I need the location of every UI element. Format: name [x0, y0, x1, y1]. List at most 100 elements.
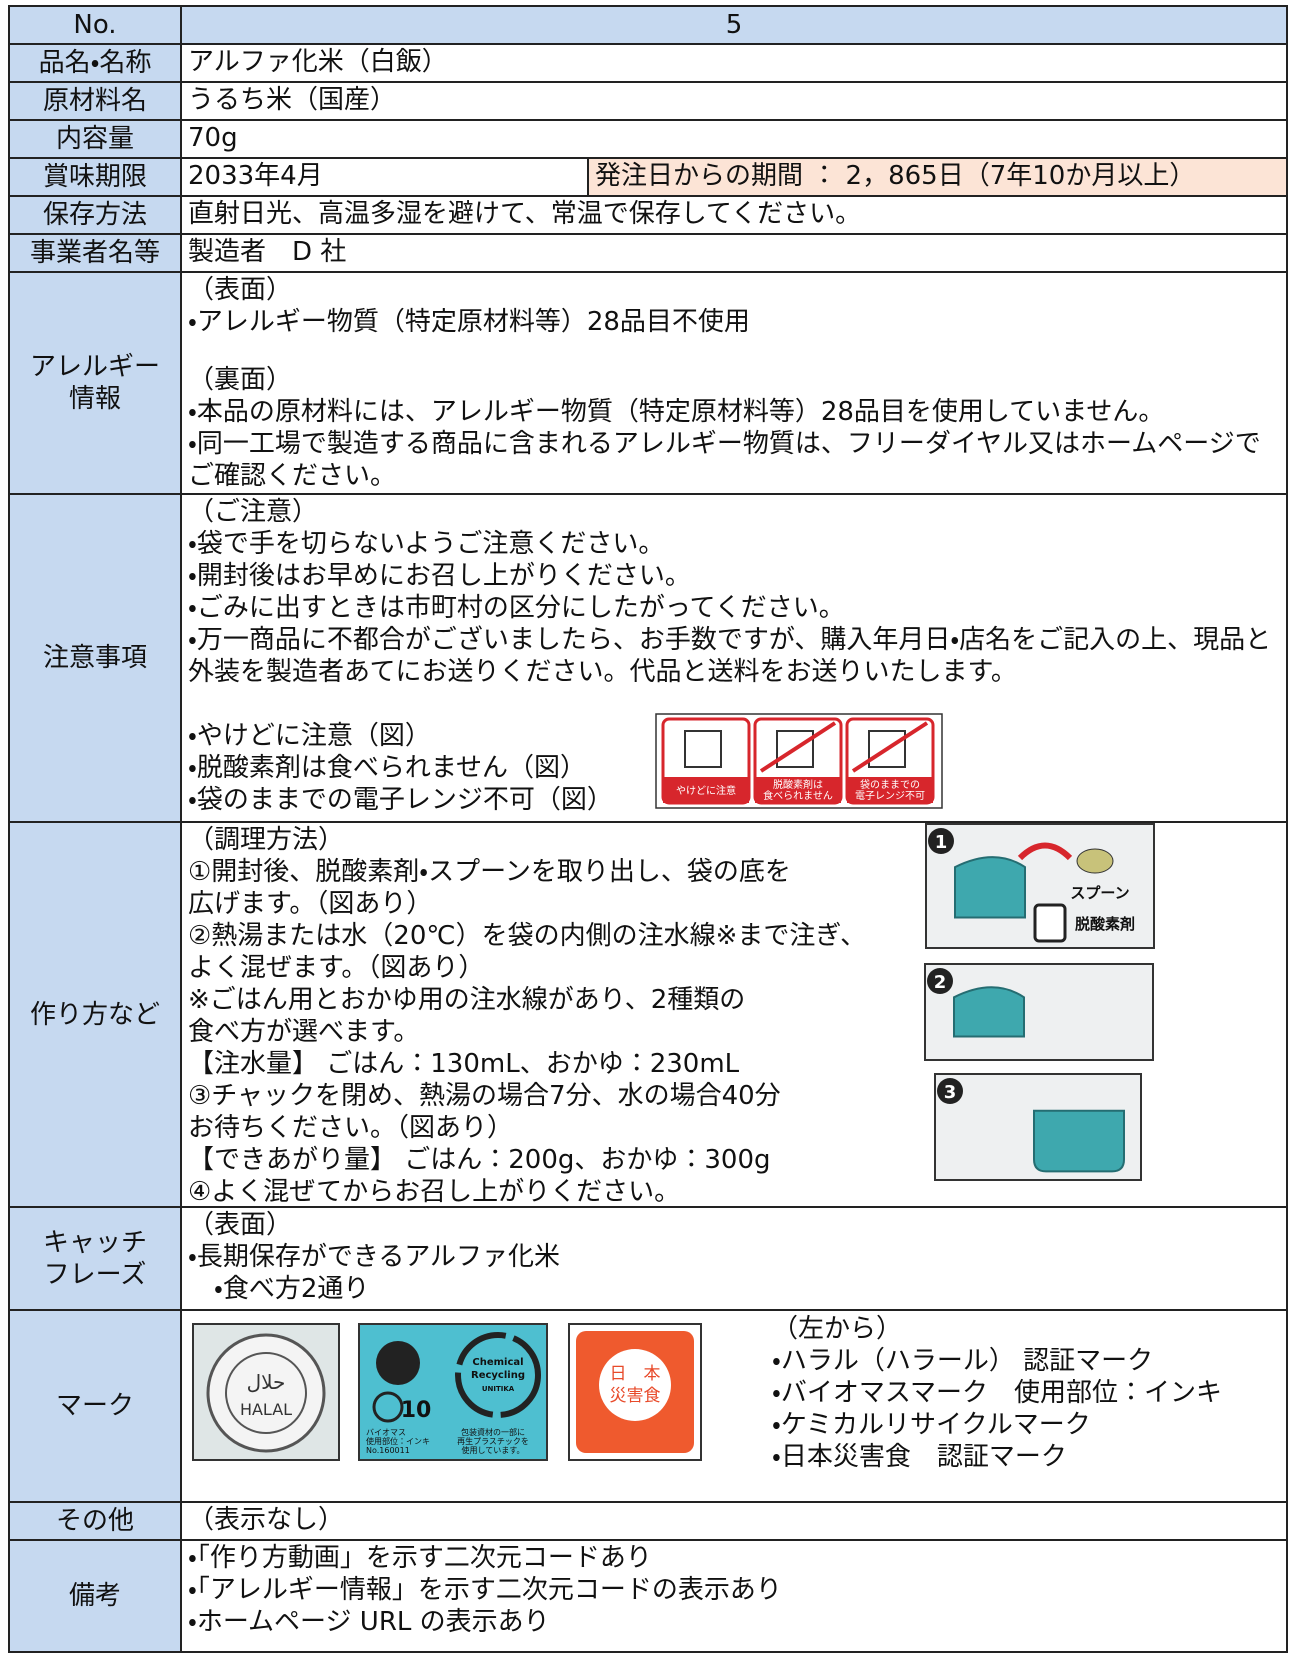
- biomass-number: 10: [401, 1398, 432, 1423]
- content-line: ・「作り方動画」を示す二次元コードあり: [188, 1543, 652, 1573]
- step-label: 脱酸素剤: [1075, 915, 1135, 933]
- table-row: 注意事項 （ご注意） ・袋で手を切らないようご注意ください。 ・開封後はお早めにお召し…: [8, 493, 1286, 821]
- row-label: その他: [55, 1506, 134, 1536]
- row-label: 事業者名等: [29, 238, 160, 268]
- content-line: ・万一商品に不都合がございましたら、お手数ですが、購入年月日・店名をご記入の上、…: [188, 625, 1272, 687]
- content-line: （ご注意）: [188, 497, 319, 527]
- halal-ring: [206, 1333, 326, 1453]
- pouch: [953, 986, 1025, 1038]
- row-label: キャッチ: [42, 1227, 147, 1258]
- step-badge: [928, 828, 954, 854]
- row-content-cell: ・「作り方動画」を示す二次元コードあり ・「アレルギー情報」を示す二次元コードの表…: [180, 1539, 1286, 1651]
- table-row: 品名・名称 アルファ化米（白飯）: [8, 43, 1286, 81]
- table-row: 作り方など （調理方法） ①開封後、脱酸素剤・スプーンを取り出し、袋の底を 広げます。…: [8, 821, 1286, 1207]
- table-row: 備考 ・「作り方動画」を示す二次元コードあり ・「アレルギー情報」を示す二次元コード…: [8, 1539, 1286, 1651]
- row-content-cell: （表面） ・アレルギー物質（特定原材料等）28品目不使用 （裏面） ・本品の原材料には…: [180, 271, 1286, 493]
- content-line: （表面）: [188, 275, 293, 305]
- pouch: [954, 856, 1026, 919]
- content-line: 【できあがり量】 ごはん：200g、おかゆ：300g: [188, 1145, 771, 1175]
- warning-pictograms: やけどに注意 脱酸素剤は食べられません 袋のままでの電子レンジ不可: [655, 713, 943, 809]
- content-line: （表面）: [188, 1210, 293, 1240]
- row-label-cell: 品名・名称: [8, 43, 180, 81]
- halal-mark: حلال HALAL: [192, 1323, 340, 1461]
- disaster-text: 日 本: [610, 1364, 661, 1384]
- row-content-cell: 2033年4月 発注日からの期間 ： 2，865日（7年10か月以上）: [180, 157, 1286, 195]
- content-line: ・袋で手を切らないようご注意ください。: [188, 529, 665, 559]
- step-badge: [937, 1078, 963, 1104]
- spec-table: No. 5 品名・名称 アルファ化米（白飯） 原材料名 うるち米（国産） 内容量 70g 賞味期…: [8, 5, 1288, 1653]
- step-number: 2: [934, 972, 947, 993]
- step-number: 3: [944, 1082, 957, 1103]
- row-label-cell: 内容量: [8, 119, 180, 157]
- content-line: ・袋のままでの電子レンジ不可（図）: [188, 785, 613, 815]
- row-content-cell: アルファ化米（白飯）: [180, 43, 1286, 81]
- table-row: マーク حلال HALAL 10 バイオマス 使用部位：インキ No.160011 Chem…: [8, 1309, 1286, 1501]
- table-row: 事業者名等 製造者 D 社: [8, 233, 1286, 271]
- row-label-cell: 注意事項: [8, 493, 180, 821]
- content-line: ・アレルギー物質（特定原材料等）28品目不使用: [188, 307, 750, 337]
- row-label: 作り方など: [29, 999, 160, 1030]
- row-content-cell: （表面） ・長期保存ができるアルファ化米 ・食べ方2通り: [180, 1206, 1286, 1309]
- content-line: （調理方法）: [188, 825, 345, 855]
- row-label: 賞味期限: [42, 162, 147, 192]
- disaster-text: 災害食: [610, 1386, 661, 1406]
- content-line: ②熱湯または水（20℃）を袋の内側の注水線※まで注ぎ、: [188, 921, 867, 951]
- content-line: 【注水量】 ごはん：130mL、おかゆ：230mL: [188, 1049, 740, 1079]
- biomass-text: 使用部位：インキ: [366, 1436, 430, 1446]
- oxygen-absorber: [1033, 903, 1067, 943]
- biomass-leaf: [376, 1341, 420, 1385]
- content-line: ③チャックを閉め、熱湯の場合7分、水の場合40分: [188, 1081, 781, 1111]
- biomass-text: バイオマス: [366, 1428, 406, 1437]
- header-value: 5: [725, 10, 743, 40]
- halal-text: HALAL: [240, 1400, 292, 1419]
- row-label-cell: 事業者名等: [8, 233, 180, 271]
- prohibit-slash: [759, 721, 837, 773]
- header-value-cell: 5: [180, 5, 1286, 43]
- row-content-cell: （表示なし）: [180, 1501, 1286, 1539]
- recycling-ring: [455, 1332, 541, 1418]
- row-label-cell: 原材料名: [8, 81, 180, 119]
- row-label: 備考: [68, 1581, 121, 1611]
- row-content-cell: حلال HALAL 10 バイオマス 使用部位：インキ No.160011 Chemica…: [180, 1309, 1286, 1501]
- period-note: 発注日からの期間 ： 2，865日（7年10か月以上）: [587, 159, 1286, 195]
- content-line: （左から）: [772, 1314, 903, 1344]
- row-label: マーク: [55, 1391, 134, 1421]
- content-line: 広げます。（図あり）: [188, 889, 433, 919]
- row-label-cell: その他: [8, 1501, 180, 1539]
- content-line: ・開封後はお早めにお召し上がりください。: [188, 561, 691, 591]
- row-content-cell: （調理方法） ①開封後、脱酸素剤・スプーンを取り出し、袋の底を 広げます。（図あり）…: [180, 821, 1286, 1207]
- arrow: [1017, 842, 1073, 861]
- content-line: ・本品の原材料には、アレルギー物質（特定原材料等）28品目を使用していません。: [188, 397, 1165, 427]
- pictogram-band: [755, 777, 841, 803]
- row-label-cell: 備考: [8, 1539, 180, 1651]
- disaster-circle: [599, 1349, 671, 1421]
- content-line: うるち米（国産）: [188, 85, 397, 115]
- content-line: お待ちください。（図あり）: [188, 1113, 514, 1143]
- content-line: 製造者 D 社: [188, 237, 347, 267]
- table-row: アレルギー 情報 （表面） ・アレルギー物質（特定原材料等）28品目不使用 （裏面） ・本…: [8, 271, 1286, 493]
- content-line: 70g: [188, 123, 238, 153]
- content-line: 2033年4月: [188, 161, 323, 191]
- content-line: ・「アレルギー情報」を示す二次元コードの表示あり: [188, 1575, 782, 1605]
- biomass-text: No.160011: [366, 1446, 410, 1455]
- pictogram-icon: [868, 730, 906, 768]
- pictogram-caption: 脱酸素剤は: [773, 778, 823, 791]
- header-label: No.: [73, 10, 117, 40]
- step-label: スプーン: [1070, 884, 1129, 902]
- row-label-cell: キャッチ フレーズ: [8, 1206, 180, 1309]
- step-photo: 2: [924, 963, 1154, 1061]
- row-label: 品名・名称: [38, 48, 152, 78]
- content-line: ・ハラル（ハラール） 認証マーク: [772, 1346, 1154, 1376]
- pictogram-caption: 電子レンジ不可: [855, 790, 925, 802]
- content-line: よく混ぜます。（図あり）: [188, 953, 485, 983]
- pictogram-icon: [684, 730, 722, 768]
- row-content-cell: （ご注意） ・袋で手を切らないようご注意ください。 ・開封後はお早めにお召し上がりく…: [180, 493, 1286, 821]
- content-line: ・ケミカルリサイクルマーク: [772, 1410, 1091, 1440]
- row-content-cell: 70g: [180, 119, 1286, 157]
- row-label: 保存方法: [42, 200, 147, 230]
- pictogram-band: [847, 777, 933, 803]
- table-row: 原材料名 うるち米（国産）: [8, 81, 1286, 119]
